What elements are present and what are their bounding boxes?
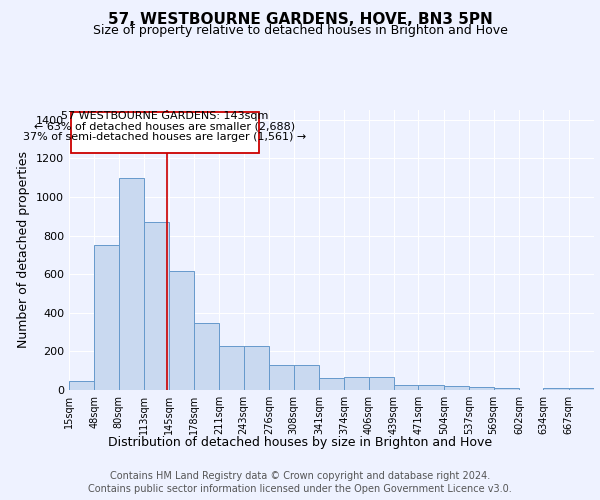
Bar [394,385,418,390]
Bar [469,386,494,390]
Bar [94,245,119,390]
Bar [144,222,169,390]
Bar [219,346,244,390]
Bar [368,377,394,390]
Bar [544,388,569,390]
Bar [569,388,594,390]
Text: Distribution of detached houses by size in Brighton and Hove: Distribution of detached houses by size … [108,436,492,449]
Bar [494,388,519,390]
FancyBboxPatch shape [71,112,259,153]
Y-axis label: Number of detached properties: Number of detached properties [17,152,31,348]
Text: Contains public sector information licensed under the Open Government Licence v3: Contains public sector information licen… [88,484,512,494]
Text: ← 63% of detached houses are smaller (2,688): ← 63% of detached houses are smaller (2,… [34,122,295,132]
Bar [169,271,194,390]
Bar [119,178,144,390]
Text: Size of property relative to detached houses in Brighton and Hove: Size of property relative to detached ho… [92,24,508,37]
Text: Contains HM Land Registry data © Crown copyright and database right 2024.: Contains HM Land Registry data © Crown c… [110,471,490,481]
Bar [244,346,269,390]
Bar [344,377,368,390]
Text: 57, WESTBOURNE GARDENS, HOVE, BN3 5PN: 57, WESTBOURNE GARDENS, HOVE, BN3 5PN [107,12,493,28]
Bar [444,386,469,390]
Text: 37% of semi-detached houses are larger (1,561) →: 37% of semi-detached houses are larger (… [23,132,307,142]
Bar [69,380,94,390]
Bar [418,385,444,390]
Bar [293,365,319,390]
Text: 57 WESTBOURNE GARDENS: 143sqm: 57 WESTBOURNE GARDENS: 143sqm [61,112,268,122]
Bar [319,378,344,390]
Bar [194,324,219,390]
Bar [269,365,293,390]
